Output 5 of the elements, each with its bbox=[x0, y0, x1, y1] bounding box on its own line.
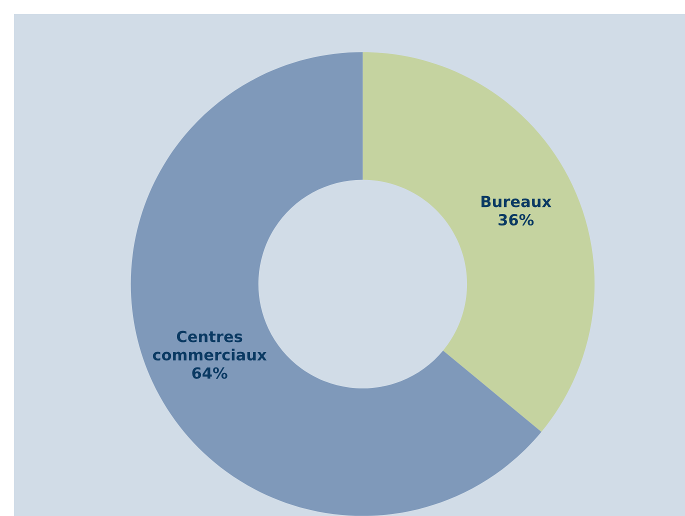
slice-label: Centres commerciaux bbox=[152, 330, 267, 361]
slice-label: Bureaux bbox=[482, 196, 552, 208]
donut-slice bbox=[362, 52, 595, 432]
data-label: 36% bbox=[498, 214, 534, 226]
data-label: 64% bbox=[192, 367, 228, 379]
